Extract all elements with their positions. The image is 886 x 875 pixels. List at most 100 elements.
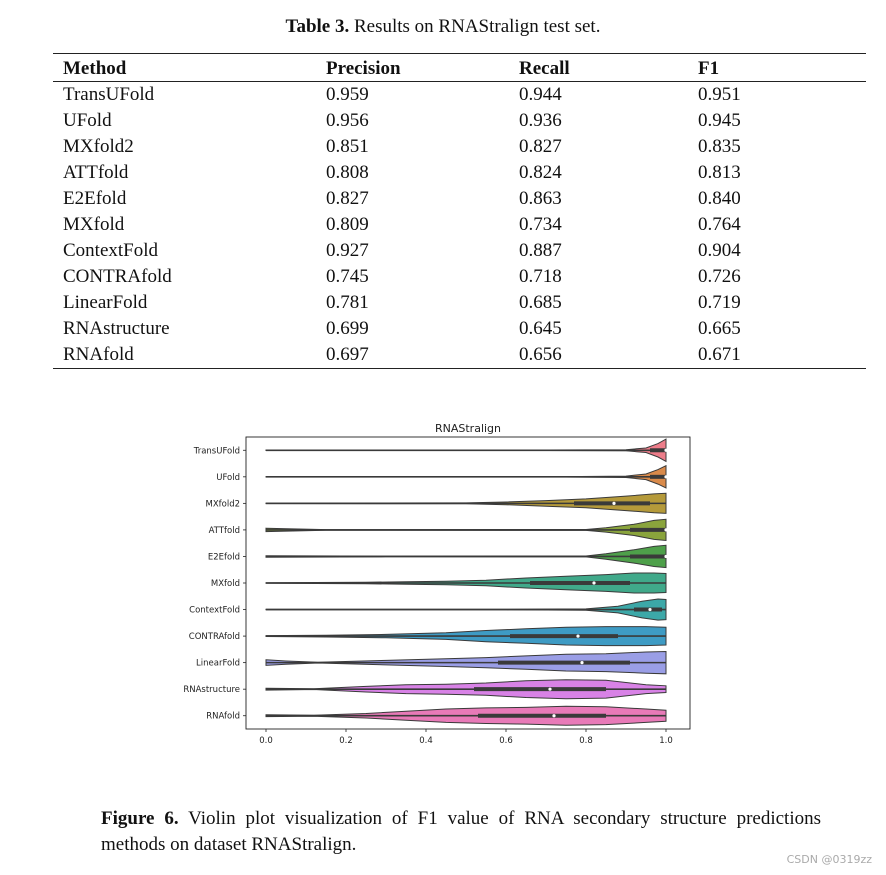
cell-method: ContextFold: [63, 240, 159, 261]
cell-f1: 0.719: [698, 292, 741, 313]
cell-recall: 0.718: [519, 266, 562, 287]
cell-f1: 0.813: [698, 162, 741, 183]
cell-f1: 0.835: [698, 136, 741, 157]
x-tick-label: 1.0: [659, 736, 673, 746]
cell-method: TransUFold: [63, 84, 155, 105]
header-method: Method: [53, 53, 316, 82]
cell-method: ATTfold: [63, 162, 129, 183]
median-LinearFold: [580, 661, 584, 665]
header-f1: F1: [688, 53, 866, 82]
table-row: E2Efold 0.827 0.863 0.840: [53, 186, 866, 212]
median-UFold: [664, 475, 668, 479]
table-row: ATTfold 0.808 0.824 0.813: [53, 160, 866, 186]
y-tick-label: E2Efold: [208, 552, 240, 562]
table-row: LinearFold 0.781 0.685 0.719: [53, 290, 866, 316]
cell-precision: 0.927: [326, 240, 369, 261]
results-table: Method Precision Recall F1 TransUFold 0.9…: [53, 53, 866, 369]
cell-f1: 0.951: [698, 84, 741, 105]
x-tick-label: 0.0: [259, 736, 273, 746]
cell-precision: 0.808: [326, 162, 369, 183]
cell-f1: 0.764: [698, 214, 741, 235]
table-row: RNAfold 0.697 0.656 0.671: [53, 342, 866, 369]
table-header-row: Method Precision Recall F1: [53, 53, 866, 82]
header-precision: Precision: [316, 53, 509, 82]
cell-precision: 0.959: [326, 84, 369, 105]
cell-method: RNAstructure: [63, 318, 170, 339]
cell-method: MXfold2: [63, 136, 134, 157]
plot-frame: [245, 436, 691, 730]
cell-precision: 0.697: [316, 342, 509, 369]
y-tick-label: ContextFold: [189, 606, 240, 616]
cell-method: MXfold: [63, 214, 125, 235]
cell-precision: 0.745: [326, 266, 369, 287]
table-row: TransUFold 0.959 0.944 0.951: [53, 82, 866, 109]
cell-precision: 0.956: [326, 110, 369, 131]
chart-title: RNAStralign: [435, 422, 501, 435]
y-tick-label: ATTfold: [209, 526, 240, 536]
violin-chart-svg: RNAStralign TransUFold UFold MXfold2 ATTfold…: [183, 422, 691, 746]
median-MXfold: [592, 581, 596, 585]
median-ATTfold: [664, 528, 668, 532]
y-tick-label: RNAstructure: [183, 685, 240, 695]
table-row: CONTRAfold 0.745 0.718 0.726: [53, 264, 866, 290]
cell-method: LinearFold: [63, 292, 148, 313]
figure-caption: Figure 6. Violin plot visualization of F…: [101, 806, 821, 858]
table-caption: Table 3. Results on RNAStralign test set…: [0, 16, 886, 38]
median-E2Efold: [664, 554, 668, 559]
figure-caption-label: Figure 6.: [101, 808, 179, 829]
cell-recall: 0.645: [519, 318, 562, 339]
y-tick-label: MXfold: [211, 579, 240, 589]
cell-precision: 0.827: [326, 188, 369, 209]
table-row: UFold 0.956 0.936 0.945: [53, 108, 866, 134]
cell-recall: 0.944: [519, 84, 562, 105]
median-TransUFold: [664, 448, 668, 452]
x-tick-label: 0.4: [419, 736, 433, 746]
cell-method: CONTRAfold: [63, 266, 172, 287]
median-RNAfold: [552, 714, 556, 718]
cell-recall: 0.685: [519, 292, 562, 313]
x-tick-label: 0.8: [579, 736, 593, 746]
cell-recall: 0.887: [519, 240, 562, 261]
y-tick-label: RNAfold: [206, 712, 240, 722]
figure-caption-text: Violin plot visualization of F1 value of…: [101, 808, 821, 855]
median-CONTRAfold: [576, 634, 580, 638]
cell-method: RNAfold: [53, 342, 316, 369]
median-ContextFold: [648, 607, 652, 612]
cell-recall: 0.863: [519, 188, 562, 209]
cell-precision: 0.809: [326, 214, 369, 235]
table-caption-label: Table 3.: [285, 16, 350, 37]
cell-f1: 0.665: [698, 318, 741, 339]
table-row: RNAstructure 0.699 0.645 0.665: [53, 316, 866, 342]
median-MXfold2: [612, 501, 616, 505]
x-tick-label: 0.2: [339, 736, 353, 746]
median-RNAstructure: [548, 687, 552, 691]
cell-f1: 0.671: [688, 342, 866, 369]
y-tick-label: UFold: [216, 473, 240, 483]
x-tick-label: 0.6: [499, 736, 513, 746]
cell-recall: 0.827: [519, 136, 562, 157]
cell-recall: 0.936: [519, 110, 562, 131]
cell-f1: 0.726: [698, 266, 741, 287]
violin-chart: RNAStralign TransUFold UFold MXfold2 ATTfold…: [170, 415, 710, 755]
header-recall: Recall: [509, 53, 688, 82]
y-tick-label: CONTRAfold: [189, 632, 240, 642]
table-row: ContextFold 0.927 0.887 0.904: [53, 238, 866, 264]
table-body: TransUFold 0.959 0.944 0.951 UFold 0.956 0.936…: [53, 82, 866, 369]
y-tick-label: MXfold2: [205, 499, 240, 509]
cell-recall: 0.824: [519, 162, 562, 183]
cell-precision: 0.851: [326, 136, 369, 157]
table-row: MXfold 0.809 0.734 0.764: [53, 212, 866, 238]
cell-f1: 0.904: [698, 240, 741, 261]
cell-recall: 0.734: [519, 214, 562, 235]
cell-method: UFold: [63, 110, 112, 131]
cell-f1: 0.945: [698, 110, 741, 131]
cell-recall: 0.656: [509, 342, 688, 369]
cell-precision: 0.781: [326, 292, 369, 313]
cell-f1: 0.840: [698, 188, 741, 209]
cell-method: E2Efold: [63, 188, 127, 209]
cell-precision: 0.699: [326, 318, 369, 339]
table-caption-text: Results on RNAStralign test set.: [349, 16, 601, 37]
y-tick-label: TransUFold: [193, 446, 240, 456]
y-tick-label: LinearFold: [196, 659, 240, 669]
table-row: MXfold2 0.851 0.827 0.835: [53, 134, 866, 160]
